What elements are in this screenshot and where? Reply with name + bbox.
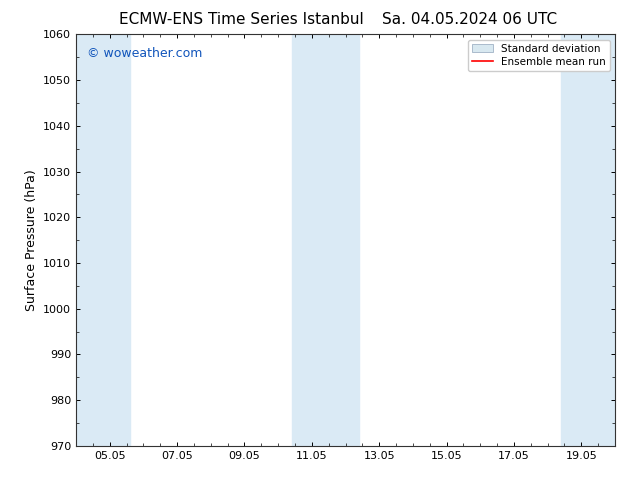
Bar [561,34,615,446]
Text: ECMW-ENS Time Series Istanbul: ECMW-ENS Time Series Istanbul [119,12,363,27]
Bar [76,34,130,446]
Text: © woweather.com: © woweather.com [87,47,202,60]
Text: Sa. 04.05.2024 06 UTC: Sa. 04.05.2024 06 UTC [382,12,557,27]
Bar [292,34,359,446]
Y-axis label: Surface Pressure (hPa): Surface Pressure (hPa) [25,169,37,311]
Legend: Standard deviation, Ensemble mean run: Standard deviation, Ensemble mean run [467,40,610,71]
